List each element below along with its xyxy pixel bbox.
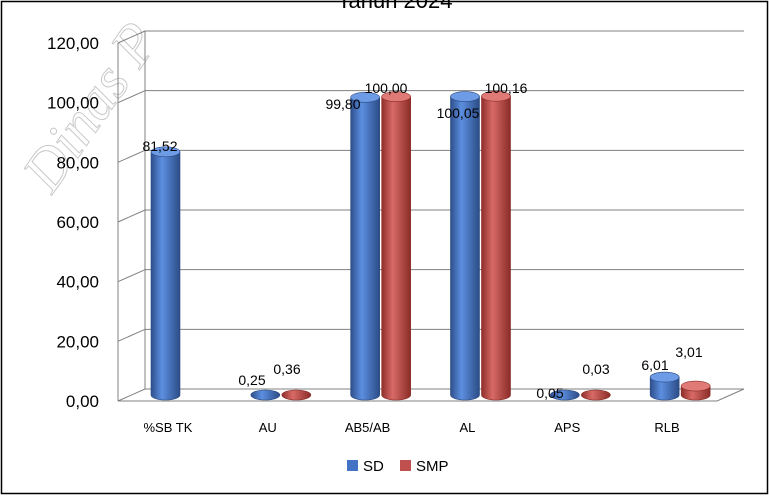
data-label: 100,16: [485, 80, 528, 96]
data-labels: 81,52 0,25 99,80 100,05 0,05 6,01 0,36 100,00 10…: [142, 80, 702, 401]
bars: [150, 90, 711, 401]
bar-body: [381, 96, 411, 401]
data-label: 99,80: [325, 96, 360, 112]
data-label: 100,05: [437, 105, 480, 121]
x-tick-label: AL: [459, 420, 475, 435]
x-tick-label: AU: [259, 420, 277, 435]
x-tick-label: RLB: [654, 420, 679, 435]
legend-swatch: [400, 460, 411, 471]
bar: [150, 146, 181, 401]
y-tick-label: 20,00: [56, 332, 99, 351]
data-label: 0,36: [273, 361, 300, 377]
gridlines: [117, 30, 744, 342]
bar-top: [350, 91, 380, 103]
x-tick-label: AB5/AB: [345, 420, 391, 435]
legend-label: SMP: [416, 458, 449, 475]
data-label: 100,00: [365, 80, 408, 96]
bar-body: [150, 151, 181, 401]
gridline-depth: [117, 328, 146, 342]
gridline-depth: [117, 209, 146, 223]
y-tick-label: 120,00: [47, 34, 99, 53]
bar-flat: [281, 389, 312, 401]
gridline-depth: [117, 149, 146, 163]
bar-top: [680, 380, 711, 392]
y-tick-label: 0,00: [66, 392, 99, 411]
bar: [350, 91, 380, 401]
gridline-depth: [117, 30, 146, 44]
data-label: 0,03: [582, 361, 609, 377]
bar-flat: [581, 389, 611, 401]
x-axis-ticks: %SB TK AU AB5/AB AL APS RLB: [143, 420, 679, 435]
bar-flat: [550, 389, 580, 401]
y-tick-label: 60,00: [56, 213, 99, 232]
bar-top: [150, 146, 181, 158]
y-tick-label: 100,00: [47, 94, 99, 113]
bar: [481, 90, 511, 401]
bar: [550, 389, 580, 401]
bar: [581, 389, 611, 401]
bar-body: [481, 95, 511, 401]
bar: [250, 389, 281, 401]
y-tick-label: 40,00: [56, 273, 99, 292]
gridline-depth: [117, 90, 146, 104]
data-label: 0,05: [536, 385, 563, 401]
bar-top: [381, 91, 411, 102]
chart-title: Tahun 2024: [338, 0, 453, 13]
gridline-depth: [117, 269, 146, 283]
bar-top: [649, 371, 680, 383]
bar: [381, 91, 411, 401]
bar-top: [481, 90, 511, 102]
legend-swatch: [347, 460, 358, 471]
bar-body: [350, 96, 380, 401]
data-label: 0,25: [238, 372, 265, 388]
x-tick-label: %SB TK: [143, 420, 192, 435]
x-tick-label: APS: [554, 420, 580, 435]
bar: [281, 389, 312, 401]
data-label: 81,52: [142, 138, 177, 154]
bar-top: [450, 91, 480, 102]
legend-label: SD: [363, 458, 384, 475]
y-axis-ticks: 0,00 20,00 40,00 60,00 80,00 100,00 120,00: [47, 34, 99, 411]
bar: [649, 371, 680, 401]
data-label: 6,01: [641, 357, 668, 373]
bar-body: [649, 376, 680, 401]
bar: [450, 91, 480, 401]
data-label: 3,01: [675, 344, 702, 360]
bar: [680, 380, 711, 401]
bar-flat: [250, 389, 281, 401]
y-tick-label: 80,00: [56, 153, 99, 172]
legend: SD SMP: [347, 458, 449, 475]
bar-body: [450, 96, 480, 401]
